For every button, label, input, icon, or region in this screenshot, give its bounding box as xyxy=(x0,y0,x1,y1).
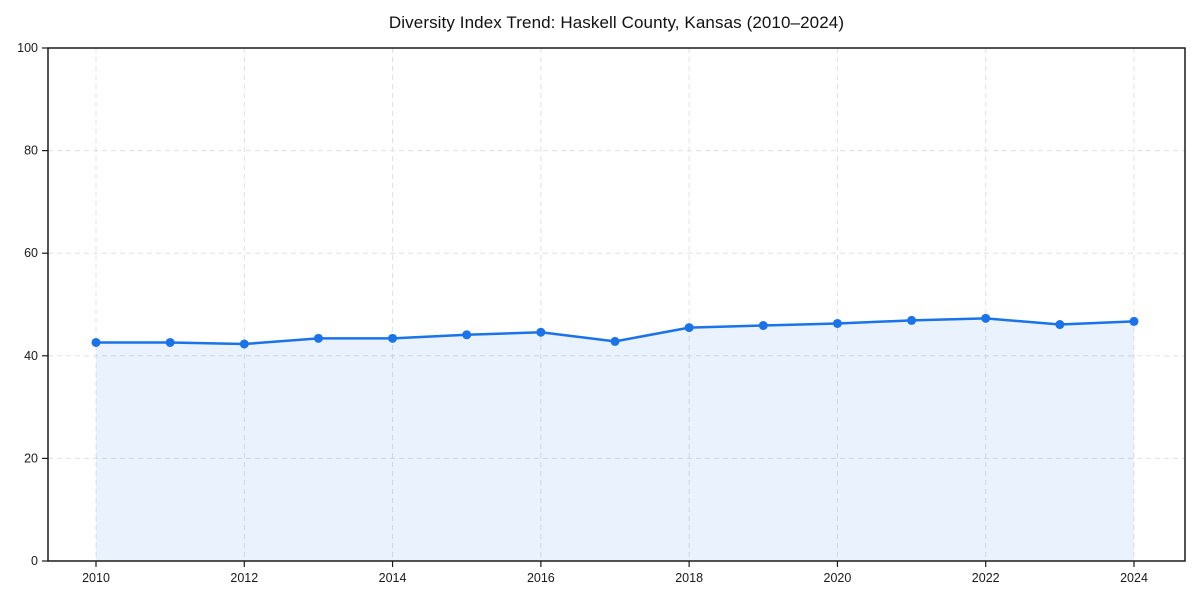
data-point xyxy=(1055,320,1065,330)
data-point xyxy=(91,337,101,347)
y-tick-label: 40 xyxy=(24,349,38,363)
x-tick-label: 2022 xyxy=(972,571,1000,585)
data-point xyxy=(462,330,472,340)
x-tick-label: 2016 xyxy=(527,571,555,585)
x-tick-label: 2018 xyxy=(675,571,703,585)
data-point xyxy=(758,321,768,331)
data-point xyxy=(832,318,842,328)
data-point xyxy=(907,315,917,325)
x-tick-label: 2012 xyxy=(230,571,258,585)
series-area xyxy=(96,318,1134,561)
data-point xyxy=(388,333,398,343)
y-tick-label: 80 xyxy=(24,144,38,158)
y-tick-label: 20 xyxy=(24,451,38,465)
data-point xyxy=(610,336,620,346)
y-tick-label: 0 xyxy=(31,554,38,568)
y-tick-label: 60 xyxy=(24,246,38,260)
x-tick-label: 2014 xyxy=(379,571,407,585)
data-point xyxy=(684,323,694,333)
data-point xyxy=(239,339,249,349)
x-tick-label: 2020 xyxy=(824,571,852,585)
chart-title: Diversity Index Trend: Haskell County, K… xyxy=(388,13,845,32)
data-point xyxy=(536,327,546,337)
data-point xyxy=(313,333,323,343)
data-point xyxy=(165,337,175,347)
x-tick-label: 2010 xyxy=(82,571,110,585)
y-tick-label: 100 xyxy=(17,41,38,55)
x-tick-label: 2024 xyxy=(1120,571,1148,585)
data-point xyxy=(1129,316,1139,326)
data-point xyxy=(981,313,991,323)
plot-border xyxy=(47,47,1186,562)
